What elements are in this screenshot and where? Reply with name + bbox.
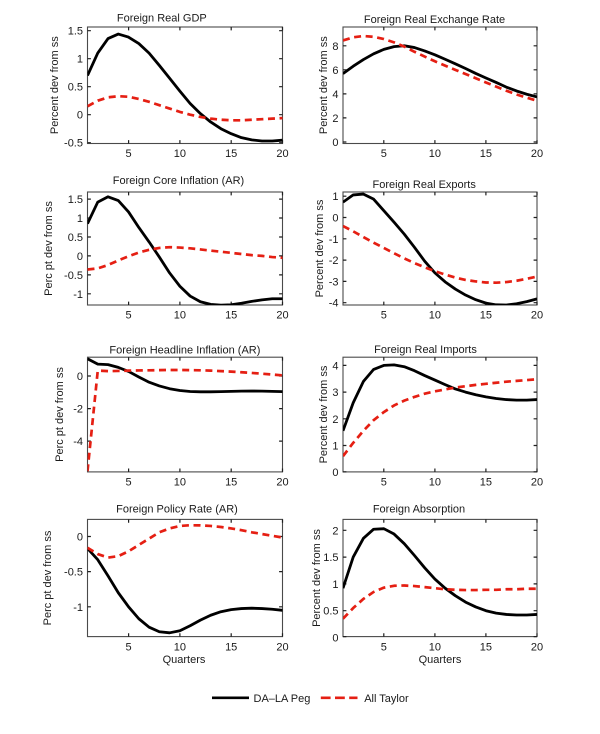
svg-text:20: 20 <box>531 477 543 489</box>
svg-text:20: 20 <box>531 641 543 653</box>
svg-text:Foreign Real Exchange Rate: Foreign Real Exchange Rate <box>364 14 505 26</box>
svg-text:0: 0 <box>77 532 83 544</box>
svg-text:Percent dev from ss: Percent dev from ss <box>318 365 330 463</box>
svg-text:Perc pt dev from ss: Perc pt dev from ss <box>43 201 55 296</box>
svg-text:10: 10 <box>429 148 441 160</box>
svg-text:1: 1 <box>332 441 338 453</box>
svg-text:Quarters: Quarters <box>419 654 462 666</box>
svg-text:Foreign Headline Inflation (AR: Foreign Headline Inflation (AR) <box>109 345 260 357</box>
svg-text:-0.5: -0.5 <box>64 270 83 282</box>
svg-text:Foreign Core Inflation (AR): Foreign Core Inflation (AR) <box>113 175 244 187</box>
svg-text:0: 0 <box>332 467 338 479</box>
svg-text:10: 10 <box>429 310 441 322</box>
svg-text:-4: -4 <box>329 298 339 310</box>
svg-text:0: 0 <box>332 633 338 645</box>
svg-text:15: 15 <box>225 641 237 653</box>
svg-text:5: 5 <box>126 148 132 160</box>
svg-text:15: 15 <box>480 148 492 160</box>
svg-text:-2: -2 <box>329 255 339 267</box>
svg-text:10: 10 <box>429 477 441 489</box>
svg-text:4: 4 <box>332 89 338 101</box>
svg-text:15: 15 <box>480 641 492 653</box>
svg-text:-0.5: -0.5 <box>64 138 83 150</box>
svg-text:6: 6 <box>332 65 338 77</box>
svg-text:1: 1 <box>332 579 338 591</box>
svg-text:5: 5 <box>126 641 132 653</box>
svg-text:1.5: 1.5 <box>68 26 83 38</box>
svg-text:15: 15 <box>225 477 237 489</box>
svg-text:Foreign Real Exports: Foreign Real Exports <box>373 179 477 191</box>
svg-text:0: 0 <box>332 213 338 225</box>
svg-text:3: 3 <box>332 387 338 399</box>
svg-text:2: 2 <box>332 414 338 426</box>
svg-text:-1: -1 <box>73 602 83 614</box>
svg-text:Percent dev from ss: Percent dev from ss <box>49 36 61 134</box>
svg-text:1: 1 <box>77 54 83 66</box>
svg-text:5: 5 <box>381 641 387 653</box>
svg-text:10: 10 <box>174 477 186 489</box>
svg-text:0.5: 0.5 <box>68 82 83 94</box>
svg-text:10: 10 <box>174 310 186 322</box>
svg-text:1: 1 <box>77 213 83 225</box>
svg-text:20: 20 <box>276 641 288 653</box>
svg-text:15: 15 <box>225 310 237 322</box>
svg-text:5: 5 <box>126 310 132 322</box>
svg-text:0: 0 <box>332 137 338 149</box>
svg-text:2: 2 <box>332 525 338 537</box>
svg-text:Foreign Policy Rate (AR): Foreign Policy Rate (AR) <box>116 504 238 516</box>
svg-text:5: 5 <box>381 310 387 322</box>
svg-text:2: 2 <box>332 113 338 125</box>
svg-text:10: 10 <box>174 148 186 160</box>
svg-text:All Taylor: All Taylor <box>364 693 409 705</box>
svg-text:-1: -1 <box>329 234 339 246</box>
svg-text:Perc pt dev from ss: Perc pt dev from ss <box>54 367 66 462</box>
svg-text:4: 4 <box>332 360 338 372</box>
svg-text:1: 1 <box>332 191 338 203</box>
svg-text:0.5: 0.5 <box>68 232 83 244</box>
svg-text:20: 20 <box>531 310 543 322</box>
svg-text:-4: -4 <box>73 436 83 448</box>
svg-text:8: 8 <box>332 41 338 53</box>
svg-text:0.5: 0.5 <box>323 606 338 618</box>
svg-text:Foreign Absorption: Foreign Absorption <box>373 504 465 516</box>
svg-text:Percent dev from ss: Percent dev from ss <box>311 529 323 627</box>
svg-text:Percent dev from ss: Percent dev from ss <box>314 199 326 297</box>
svg-text:20: 20 <box>531 148 543 160</box>
svg-text:5: 5 <box>381 477 387 489</box>
svg-text:DA–LA Peg: DA–LA Peg <box>254 693 311 705</box>
svg-text:Perc pt dev from ss: Perc pt dev from ss <box>42 530 54 625</box>
svg-text:-0.5: -0.5 <box>64 567 83 579</box>
svg-text:5: 5 <box>381 148 387 160</box>
svg-text:-3: -3 <box>329 276 339 288</box>
svg-text:10: 10 <box>429 641 441 653</box>
svg-text:5: 5 <box>126 477 132 489</box>
svg-text:1.5: 1.5 <box>323 552 338 564</box>
svg-text:1.5: 1.5 <box>68 194 83 206</box>
svg-text:Percent dev from ss: Percent dev from ss <box>318 36 330 134</box>
svg-text:-2: -2 <box>73 404 83 416</box>
svg-text:0: 0 <box>77 110 83 122</box>
svg-text:15: 15 <box>480 310 492 322</box>
svg-text:Foreign Real Imports: Foreign Real Imports <box>374 344 477 356</box>
svg-text:Quarters: Quarters <box>163 654 206 666</box>
svg-text:10: 10 <box>174 641 186 653</box>
svg-text:20: 20 <box>276 148 288 160</box>
svg-text:20: 20 <box>276 477 288 489</box>
svg-text:15: 15 <box>225 148 237 160</box>
svg-text:-1: -1 <box>73 289 83 301</box>
svg-text:20: 20 <box>276 310 288 322</box>
svg-text:15: 15 <box>480 477 492 489</box>
svg-text:0: 0 <box>77 371 83 383</box>
svg-text:0: 0 <box>77 251 83 263</box>
svg-text:Foreign Real GDP: Foreign Real GDP <box>117 13 207 25</box>
